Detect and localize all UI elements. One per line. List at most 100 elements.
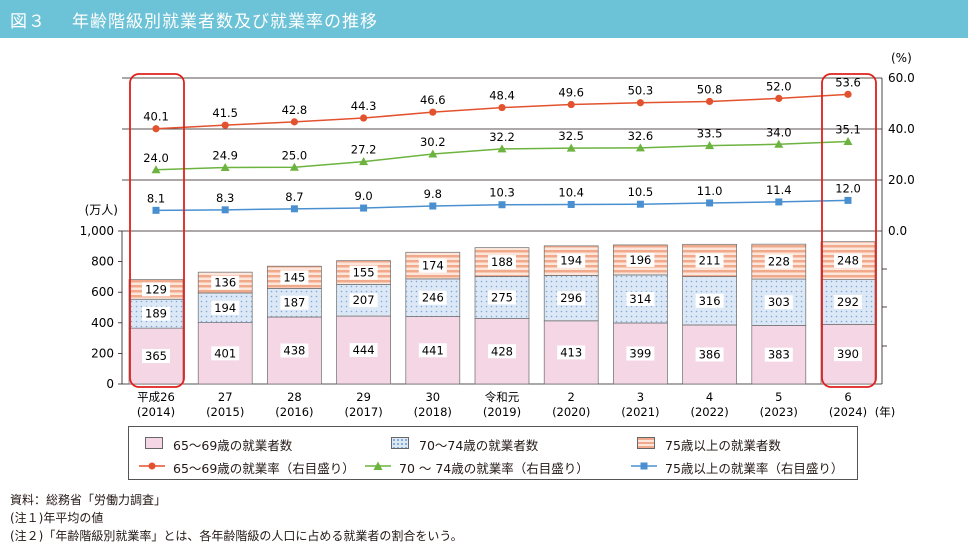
bar-value-label: 189 bbox=[145, 307, 167, 321]
bar-value-label: 441 bbox=[422, 343, 444, 357]
line-value-label: 8.3 bbox=[216, 191, 234, 205]
right-axis-unit: (%) bbox=[891, 51, 912, 65]
line-marker-circle bbox=[429, 108, 437, 116]
bar-value-label-bg bbox=[349, 343, 378, 358]
bar-value-label: 399 bbox=[629, 346, 651, 360]
note-2: (注２)「年齢階級別就業率」とは、各年齢階級の人口に占める就業者の割合をいう。 bbox=[10, 529, 463, 543]
bar-value-label: 246 bbox=[422, 291, 444, 305]
bar-value-label-bg bbox=[211, 275, 240, 290]
line-marker-square bbox=[706, 199, 714, 207]
bar-value-label-bg bbox=[349, 293, 378, 308]
line-value-label: 42.8 bbox=[282, 103, 308, 117]
left-axis-tick-label: 800 bbox=[91, 255, 114, 269]
x-tick-label: (2015) bbox=[206, 405, 244, 419]
line-marker-square bbox=[290, 205, 298, 213]
line-marker-circle bbox=[152, 125, 160, 133]
bar-value-label-bg bbox=[142, 349, 170, 364]
x-tick-label: 5 bbox=[775, 390, 782, 404]
bar-value-label-bg bbox=[834, 347, 862, 362]
chart-title: 年齢階級別就業者数及び就業率の推移 bbox=[72, 12, 378, 32]
line-value-label: 25.0 bbox=[282, 148, 308, 162]
bar-value-label: 444 bbox=[353, 343, 375, 357]
line-value-label: 11.4 bbox=[766, 183, 792, 197]
line-marker-circle bbox=[290, 118, 298, 126]
bar-value-label-bg bbox=[557, 291, 586, 306]
legend-swatch-blue-dots bbox=[391, 437, 409, 449]
highlight-box bbox=[821, 73, 877, 388]
line-value-label: 12.0 bbox=[835, 181, 861, 195]
bar-value-label: 316 bbox=[699, 294, 721, 308]
notes: 資料：総務省「労働力調査」 (注１)年平均の値 (注２)「年齢階級別就業率」とは… bbox=[10, 491, 463, 545]
bar-value-label-bg bbox=[834, 253, 862, 268]
bar-value-label-bg bbox=[488, 344, 516, 359]
bar-value-label: 196 bbox=[629, 253, 651, 267]
line-value-label: 10.4 bbox=[558, 185, 584, 199]
line-marker-circle bbox=[844, 90, 852, 98]
note-source: 資料：総務省「労働力調査」 bbox=[10, 493, 167, 507]
line-marker-square bbox=[498, 201, 506, 209]
bar-value-label: 438 bbox=[283, 343, 305, 357]
line-value-label: 41.5 bbox=[212, 106, 238, 120]
line-value-label: 32.6 bbox=[628, 129, 654, 143]
right-axis-tick-label: 60.0 bbox=[888, 71, 915, 85]
bar-value-label: 275 bbox=[491, 290, 513, 304]
legend-marker-circle bbox=[139, 462, 165, 470]
line-value-label: 8.7 bbox=[285, 190, 303, 204]
x-tick-label: 令和元 bbox=[485, 390, 520, 404]
line-value-label: 49.6 bbox=[558, 86, 584, 100]
line-value-label: 46.6 bbox=[420, 93, 446, 107]
x-tick-label: (2020) bbox=[552, 405, 590, 419]
line-value-label: 50.8 bbox=[697, 82, 723, 96]
line-marker-triangle bbox=[774, 139, 784, 148]
legend: 65〜69歳の就業者数 70〜74歳の就業者数 75歳以上の就業者数 65〜69… bbox=[128, 426, 858, 480]
x-tick-label: (2023) bbox=[760, 405, 798, 419]
line-value-label: 52.0 bbox=[766, 79, 792, 93]
legend-label: 75歳以上の就業者数 bbox=[665, 438, 781, 453]
left-axis-tick-label: 1,000 bbox=[80, 224, 114, 238]
bar-value-label: 413 bbox=[560, 345, 582, 359]
bar-value-label: 188 bbox=[491, 255, 513, 269]
x-axis-unit: (年) bbox=[875, 405, 895, 419]
bar-value-label-bg bbox=[557, 253, 586, 268]
line-marker-circle bbox=[775, 94, 783, 102]
bar-value-label-bg bbox=[418, 290, 447, 305]
line-value-label: 34.0 bbox=[766, 125, 792, 139]
bar-value-label-bg bbox=[418, 258, 447, 273]
x-tick-label: 29 bbox=[356, 390, 371, 404]
bar-value-label-bg bbox=[280, 295, 309, 310]
bar-value-label: 174 bbox=[422, 259, 444, 273]
bar-value-label: 386 bbox=[699, 347, 721, 361]
line-marker-triangle bbox=[705, 141, 715, 150]
left-axis-unit: (万人) bbox=[85, 203, 118, 217]
x-tick-label: 27 bbox=[218, 390, 233, 404]
line-marker-square bbox=[775, 198, 783, 206]
line-value-label: 24.0 bbox=[143, 151, 169, 165]
x-tick-label: (2016) bbox=[275, 405, 313, 419]
left-axis-tick-label: 400 bbox=[91, 316, 114, 330]
bar-value-label-bg bbox=[211, 346, 240, 361]
line-marker-circle bbox=[360, 114, 368, 122]
bar-value-label-bg bbox=[764, 254, 793, 269]
line-value-label: 40.1 bbox=[143, 110, 169, 124]
bar-value-label-bg bbox=[695, 253, 724, 268]
bar-value-label-bg bbox=[626, 346, 655, 361]
line-marker-square bbox=[360, 204, 368, 212]
bar-value-label: 211 bbox=[699, 253, 721, 267]
line-value-label: 35.1 bbox=[835, 122, 861, 136]
bar-value-label: 296 bbox=[560, 291, 582, 305]
line-marker-circle bbox=[706, 97, 714, 106]
line-marker-triangle bbox=[635, 143, 645, 152]
title-bar: 図３ 年齢階級別就業者数及び就業率の推移 bbox=[0, 0, 968, 38]
line-value-label: 50.3 bbox=[628, 84, 654, 98]
line-value-label: 53.6 bbox=[835, 75, 861, 89]
legend-label: 65〜69歳の就業率（右目盛り） bbox=[173, 461, 355, 476]
legend-swatch-pink bbox=[145, 437, 163, 449]
x-tick-label: (2018) bbox=[414, 405, 452, 419]
bar-value-label-bg bbox=[418, 343, 447, 358]
line-marker-triangle bbox=[566, 143, 576, 152]
line-value-label: 48.4 bbox=[489, 89, 515, 103]
x-tick-label: (2024) bbox=[829, 405, 867, 419]
line-marker-triangle bbox=[497, 144, 507, 153]
bar-value-label: 248 bbox=[837, 254, 859, 268]
x-tick-label: (2022) bbox=[690, 405, 728, 419]
